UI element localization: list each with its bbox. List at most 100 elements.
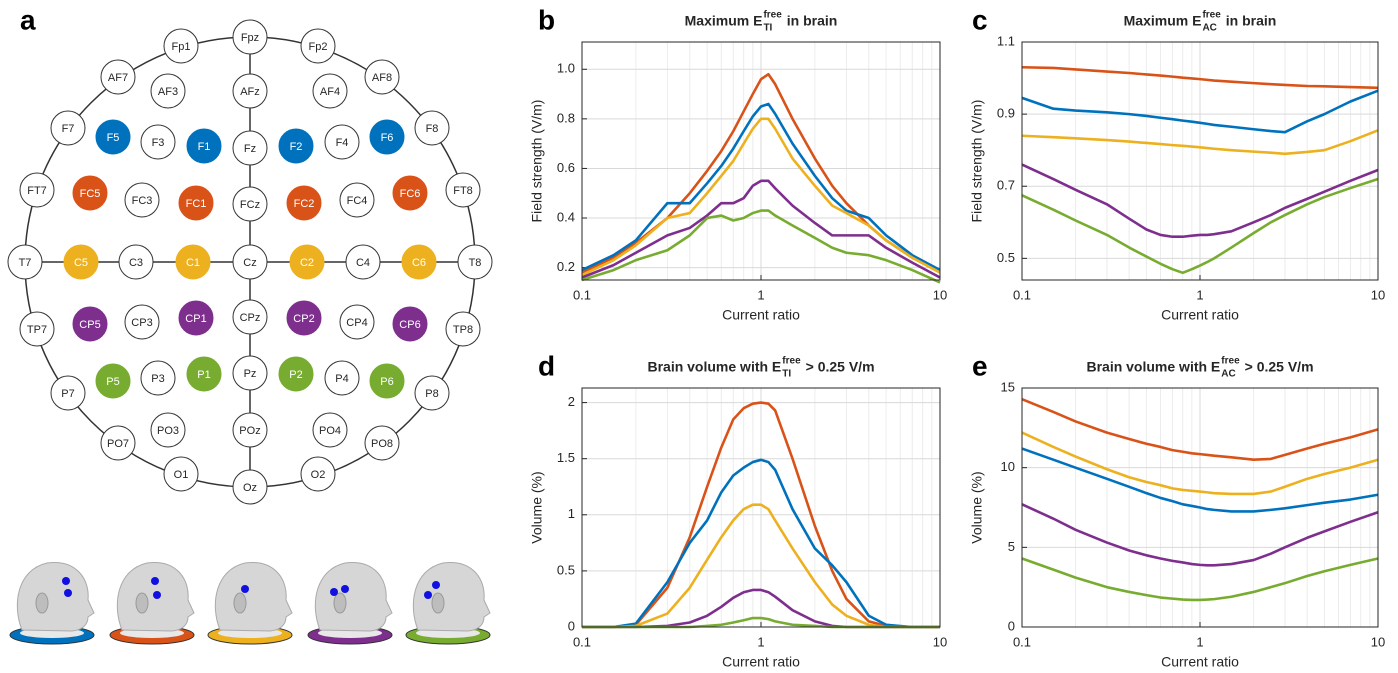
- electrode: [175, 244, 211, 280]
- electrode-label: P2: [289, 369, 302, 381]
- y-tick-label: 1: [568, 506, 575, 521]
- electrode: [140, 124, 176, 160]
- electrode-label: TP7: [27, 324, 47, 336]
- plot-frame: [581, 41, 941, 281]
- electrode-label: CP5: [79, 319, 100, 331]
- y-tick-label: 15: [1001, 379, 1015, 394]
- electrode: [289, 244, 325, 280]
- series-line: [582, 458, 940, 629]
- panel-letter: b: [538, 4, 555, 35]
- x-tick-label: 0.1: [1013, 287, 1031, 302]
- title-subscript: AC: [1221, 369, 1235, 380]
- chart-title: > 0.25 V/m: [1245, 359, 1314, 375]
- y-axis-label: Volume (%): [969, 471, 985, 543]
- electrode-label: FT7: [27, 185, 47, 197]
- electrode: [95, 119, 131, 155]
- electrode-label: C3: [129, 257, 143, 269]
- x-tick-label: 1: [757, 287, 764, 302]
- electrode-map: Fp1 Fpz Fp2 AF7 AF3 AFz AF4 AF8 F7 F5 F3 F1 Fz F2 F4 F6…: [7, 19, 493, 505]
- electrode: [278, 128, 314, 164]
- x-axis-label: Current ratio: [722, 654, 800, 670]
- y-tick-label: 2: [568, 394, 575, 409]
- title-subscript: AC: [1202, 23, 1216, 34]
- x-tick-label: 10: [933, 634, 947, 649]
- electrode-label: Fpz: [241, 32, 259, 44]
- x-tick-label: 0.1: [1013, 634, 1031, 649]
- electrode-label: Fz: [244, 143, 256, 155]
- head-model: [109, 562, 195, 645]
- electrode: [232, 469, 268, 505]
- electrode: [186, 356, 222, 392]
- electrode: [50, 110, 86, 146]
- electrode: [50, 375, 86, 411]
- electrode-label: CP1: [185, 313, 206, 325]
- y-tick-label: 10: [1001, 459, 1015, 474]
- panel-letter: e: [972, 350, 988, 381]
- x-axis-label: Current ratio: [722, 307, 800, 323]
- electrode: [118, 244, 154, 280]
- electrode: [401, 244, 437, 280]
- electrode: [369, 119, 405, 155]
- electrode-label: FC2: [294, 198, 315, 210]
- electrode-label: F5: [107, 132, 120, 144]
- electrode-label: CP3: [131, 317, 152, 329]
- electrode-label: FC3: [132, 195, 153, 207]
- electrode: [286, 300, 322, 336]
- electrode: [19, 311, 55, 347]
- electrode: [124, 182, 160, 218]
- electrode-label: CP4: [346, 317, 367, 329]
- electrode-label: C6: [412, 257, 426, 269]
- electrode: [457, 244, 493, 280]
- head-models: [9, 562, 491, 645]
- electrode-label: FCz: [240, 199, 260, 211]
- electrode: [392, 306, 428, 342]
- electrode-label: CP6: [399, 319, 420, 331]
- electrode-label: F1: [198, 141, 211, 153]
- electrode-label: F3: [152, 137, 165, 149]
- electrode: [232, 130, 268, 166]
- series-line: [581, 209, 941, 284]
- electrode-label: CPz: [240, 312, 261, 324]
- y-axis-label: Volume (%): [529, 471, 545, 543]
- electrode-label: F4: [336, 137, 349, 149]
- chart-title: Maximum E: [685, 13, 763, 29]
- chart-title: in brain: [1226, 13, 1277, 29]
- electrode: [364, 59, 400, 95]
- electrode-label: O2: [311, 469, 326, 481]
- electrode-label: AF3: [158, 86, 178, 98]
- panel-letter: c: [972, 4, 988, 35]
- electrode: [19, 172, 55, 208]
- panel-letter: a: [20, 4, 36, 35]
- series-line: [1021, 65, 1379, 90]
- electrode: [186, 128, 222, 164]
- electrode: [414, 110, 450, 146]
- y-axis-label: Field strength (V/m): [969, 100, 985, 223]
- electrode-label: Cz: [243, 257, 256, 269]
- electrode: [324, 124, 360, 160]
- series-line: [1021, 431, 1379, 496]
- x-axis-label: Current ratio: [1161, 307, 1239, 323]
- x-tick-label: 1: [1196, 287, 1203, 302]
- electrode-label: C5: [74, 257, 88, 269]
- electrode: [286, 185, 322, 221]
- chart-title: > 0.25 V/m: [806, 359, 875, 375]
- y-tick-label: 0: [1008, 618, 1015, 633]
- electrode: [232, 244, 268, 280]
- chart-title: Brain volume with E: [647, 359, 781, 375]
- electrode-label: PO7: [107, 438, 129, 450]
- x-tick-label: 0.1: [573, 634, 591, 649]
- x-tick-label: 10: [933, 287, 947, 302]
- electrode-label: C2: [300, 257, 314, 269]
- electrode-label: F7: [62, 123, 75, 135]
- series-line: [1021, 397, 1379, 461]
- electrode: [339, 304, 375, 340]
- series-line: [582, 503, 940, 629]
- electrode-label: TP8: [453, 324, 473, 336]
- electrode-label: AF7: [108, 72, 128, 84]
- electrode: [300, 28, 336, 64]
- electrode-label: C1: [186, 257, 200, 269]
- title-subscript: TI: [782, 369, 791, 380]
- x-tick-label: 10: [1371, 634, 1385, 649]
- electrode-label: FC6: [400, 188, 421, 200]
- electrode-label: FC1: [186, 198, 207, 210]
